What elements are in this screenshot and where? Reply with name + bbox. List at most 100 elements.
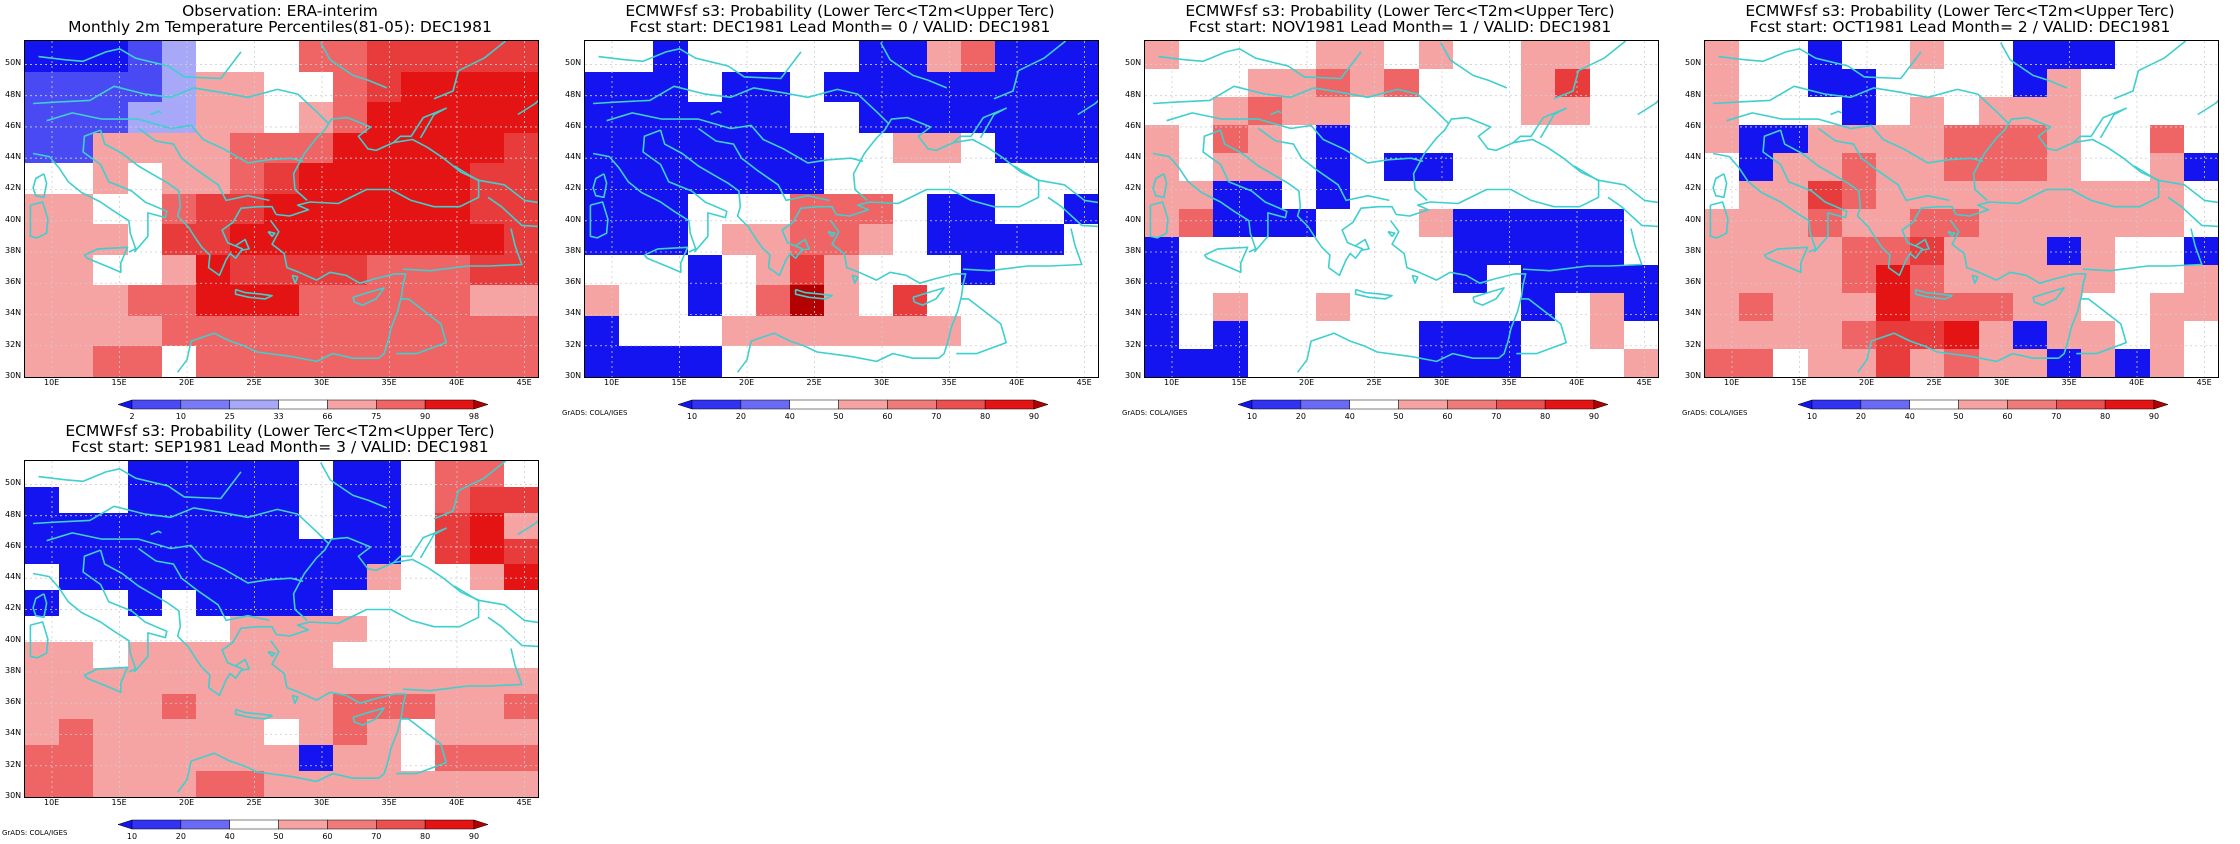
- grid-cell: [128, 719, 163, 746]
- x-tick-label: 25E: [1366, 378, 1382, 387]
- grid-cell: [1842, 125, 1877, 154]
- x-tick-label: 20E: [1859, 378, 1875, 387]
- grid-cell: [1419, 209, 1454, 238]
- grid-cell: [230, 539, 265, 565]
- grid-cell: [1979, 69, 2014, 98]
- grid-cell: [2184, 321, 2218, 350]
- grid-cell: [2150, 349, 2185, 377]
- grid-cell: [1419, 293, 1454, 322]
- grid-cell: [93, 255, 129, 286]
- colorbar-swatch: [376, 819, 426, 830]
- grid-cell: [93, 642, 129, 669]
- x-tick-label: 20E: [179, 798, 195, 807]
- y-tick-label: 36N: [1685, 277, 1702, 287]
- grid-cell: [1842, 293, 1877, 322]
- grid-cell: [893, 224, 928, 256]
- grid-cell: [435, 642, 471, 669]
- x-tick-label: 30E: [874, 378, 890, 387]
- grid-cell: [653, 255, 689, 286]
- y-tick-label: 48N: [1125, 89, 1142, 99]
- grid-cell: [1248, 209, 1283, 238]
- y-tick-label: 30N: [5, 791, 22, 800]
- grid-cell: [128, 513, 163, 540]
- grid-cell: [1555, 293, 1591, 322]
- grid-cell: [1282, 153, 1317, 182]
- grid-cell: [230, 590, 265, 617]
- grid-cell: [2013, 293, 2048, 322]
- coastline: [1202, 129, 1288, 253]
- grid-cell: [1453, 209, 1488, 238]
- coastline: [402, 648, 523, 692]
- x-tick-label: 15E: [1231, 378, 1247, 387]
- grid-cell: [1739, 349, 1774, 377]
- coastline: [1637, 99, 1658, 116]
- grid-cell: [722, 41, 757, 73]
- grid-cell: [401, 616, 436, 643]
- coastline: [270, 220, 407, 359]
- grid-cell: [1213, 293, 1249, 322]
- grid-cell: [367, 133, 402, 164]
- map-plot: [25, 461, 538, 797]
- grid-cell: [299, 102, 334, 134]
- coastline: [952, 107, 1008, 144]
- y-tick-label: 40N: [1125, 214, 1142, 224]
- grid-cell: [128, 346, 163, 377]
- grid-cell: [504, 346, 538, 377]
- grid-cell: [25, 255, 60, 286]
- grid-cell: [25, 461, 60, 488]
- grid-cell: [196, 346, 231, 377]
- grid-cell: [1979, 349, 2014, 377]
- grid-cell: [1030, 224, 1065, 256]
- y-tick-label: 34N: [5, 728, 22, 738]
- grid-cell: [893, 346, 928, 377]
- grid-cell: [1624, 293, 1658, 322]
- grid-cell: [1316, 237, 1351, 266]
- grid-cell: [1316, 97, 1351, 126]
- grid-cell: [25, 745, 60, 772]
- grid-cell: [1876, 181, 1911, 210]
- grid-cell: [1979, 181, 2014, 210]
- colorbar-label: 80: [420, 832, 430, 841]
- grid-cell: [504, 255, 538, 286]
- coastline: [830, 220, 967, 359]
- x-tick-label: 25E: [246, 378, 262, 387]
- grads-credit: GrADS: COLA/IGES: [1682, 409, 1748, 417]
- grid-cell: [299, 224, 334, 256]
- grid-cell: [1316, 181, 1351, 210]
- grid-cell: [59, 285, 94, 317]
- grid-cell: [1773, 293, 1809, 322]
- grid-cell: [1521, 209, 1556, 238]
- grid-cell: [1739, 209, 1774, 238]
- grid-cell: [1179, 125, 1214, 154]
- colorbar-swatch: [1860, 399, 1910, 410]
- grid-cell: [2115, 293, 2151, 322]
- grid-cell: [230, 102, 265, 134]
- grid-cell: [756, 102, 791, 134]
- grid-cell: [619, 102, 654, 134]
- grid-cell: [1248, 293, 1283, 322]
- grid-cell: [2013, 125, 2048, 154]
- grid-cell: [995, 102, 1031, 134]
- grid-cell: [1705, 237, 1740, 266]
- grid-cell: [1453, 349, 1488, 377]
- grid-cell: [162, 41, 197, 73]
- grid-cell: [470, 719, 505, 746]
- map-plot: [1705, 41, 2218, 377]
- grid-cell: [299, 255, 334, 286]
- grid-cell: [2013, 349, 2048, 377]
- grid-cell: [299, 285, 334, 317]
- grid-cell: [2013, 97, 2048, 126]
- y-tick-label: 36N: [5, 697, 22, 707]
- grid-cell: [2047, 69, 2082, 98]
- grid-cell: [367, 487, 402, 514]
- grid-cell: [333, 513, 368, 540]
- colorbar-swatch: [1447, 399, 1497, 410]
- grid-cell: [59, 255, 94, 286]
- y-tick-label: 50N: [1685, 58, 1702, 68]
- grid-cell: [93, 285, 129, 317]
- grid-cell: [585, 285, 620, 317]
- coastline: [2076, 298, 2128, 355]
- colorbar-swatch: [1398, 399, 1448, 410]
- grid-cell: [2184, 265, 2218, 294]
- y-tick-label: 30N: [1685, 371, 1702, 380]
